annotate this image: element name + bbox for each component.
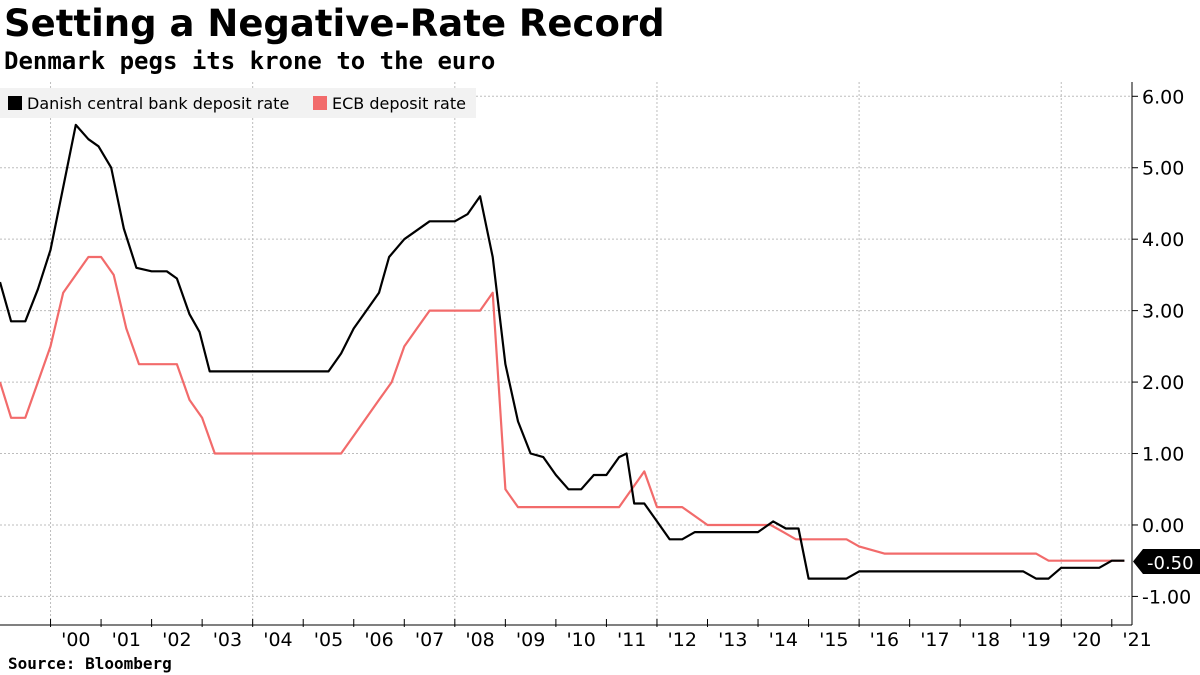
x-tick-label: '17 bbox=[920, 629, 949, 651]
last-value-flag bbox=[1133, 549, 1200, 574]
x-tick-label: '06 bbox=[364, 629, 393, 651]
y-tick-label: 5.00 bbox=[1142, 158, 1184, 180]
legend-label-danish: Danish central bank deposit rate bbox=[27, 94, 289, 113]
x-tick-label: '07 bbox=[415, 629, 444, 651]
x-tick-label: '05 bbox=[314, 629, 343, 651]
y-tick-label: 3.00 bbox=[1142, 301, 1184, 323]
x-tick-label: '12 bbox=[668, 629, 697, 651]
legend-swatch-ecb bbox=[313, 96, 327, 110]
last-value-label: -0.50 bbox=[1147, 553, 1194, 574]
chart-subtitle: Denmark pegs its krone to the euro bbox=[4, 47, 496, 75]
x-tick-label: '10 bbox=[566, 629, 595, 651]
x-tick-label: '04 bbox=[263, 629, 292, 651]
y-tick-label: 6.00 bbox=[1142, 86, 1184, 108]
x-tick-label: '16 bbox=[870, 629, 899, 651]
series-lines bbox=[0, 123, 1125, 580]
x-tick-label: '09 bbox=[516, 629, 545, 651]
y-tick-label: 2.00 bbox=[1142, 372, 1184, 394]
legend-swatch-danish bbox=[8, 96, 22, 110]
x-tick-label: '13 bbox=[718, 629, 747, 651]
x-tick-label: '14 bbox=[769, 629, 798, 651]
y-tick-label: -1.00 bbox=[1142, 586, 1191, 608]
x-tick-label: '08 bbox=[465, 629, 494, 651]
x-tick-label: '01 bbox=[112, 629, 141, 651]
y-tick-label: 0.00 bbox=[1142, 515, 1184, 537]
grid-lines bbox=[0, 82, 1132, 625]
x-tick-label: '02 bbox=[162, 629, 191, 651]
legend: Danish central bank deposit rate ECB dep… bbox=[0, 88, 476, 118]
chart-title: Setting a Negative-Rate Record bbox=[4, 2, 665, 45]
y-tick-label: 4.00 bbox=[1142, 229, 1184, 251]
source-note: Source: Bloomberg bbox=[8, 654, 172, 673]
x-tick-label: '03 bbox=[213, 629, 242, 651]
last-value-marker: -0.50 bbox=[1133, 549, 1200, 574]
x-tick-label: '15 bbox=[819, 629, 848, 651]
x-tick-label: '20 bbox=[1072, 629, 1101, 651]
x-tick-label: '00 bbox=[61, 629, 90, 651]
x-tick-label: '21 bbox=[1122, 629, 1151, 651]
x-tick-label: '19 bbox=[1021, 629, 1050, 651]
legend-label-ecb: ECB deposit rate bbox=[332, 94, 466, 113]
x-tick-label: '11 bbox=[617, 629, 646, 651]
x-tick-label: '18 bbox=[971, 629, 1000, 651]
series-line-ecb bbox=[0, 255, 1125, 562]
y-tick-label: 1.00 bbox=[1142, 444, 1184, 466]
legend-background bbox=[0, 88, 476, 118]
axes: 6.00 5.00 4.00 3.00 2.00 1.00 0.00 -1.00 '00 '01 '… bbox=[0, 82, 1191, 651]
series-line-danish bbox=[0, 123, 1125, 580]
